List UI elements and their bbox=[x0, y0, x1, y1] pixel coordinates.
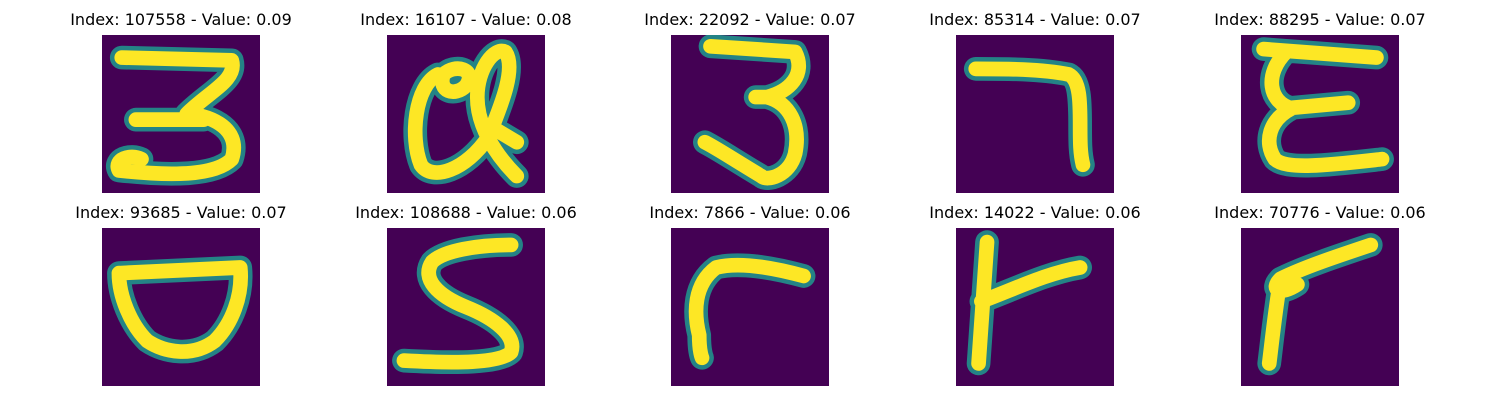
panel-title: Index: 107558 - Value: 0.09 bbox=[70, 10, 292, 29]
panel-title: Index: 70776 - Value: 0.06 bbox=[1214, 203, 1426, 222]
panel-title: Index: 14022 - Value: 0.06 bbox=[929, 203, 1141, 222]
panel: Index: 108688 - Value: 0.06 bbox=[336, 203, 596, 393]
panel-title: Index: 88295 - Value: 0.07 bbox=[1214, 10, 1426, 29]
digit-image bbox=[102, 35, 260, 193]
panel-title: Index: 108688 - Value: 0.06 bbox=[355, 203, 577, 222]
panel-title: Index: 93685 - Value: 0.07 bbox=[75, 203, 287, 222]
panel: Index: 85314 - Value: 0.07 bbox=[905, 10, 1165, 200]
panel-title: Index: 22092 - Value: 0.07 bbox=[644, 10, 856, 29]
digit-image bbox=[671, 35, 829, 193]
panel-title: Index: 16107 - Value: 0.08 bbox=[360, 10, 572, 29]
panel-title: Index: 85314 - Value: 0.07 bbox=[929, 10, 1141, 29]
panel: Index: 93685 - Value: 0.07 bbox=[51, 203, 311, 393]
digit-image bbox=[102, 228, 260, 386]
digit-image bbox=[956, 35, 1114, 193]
panel: Index: 7866 - Value: 0.06 bbox=[620, 203, 880, 393]
panel: Index: 88295 - Value: 0.07 bbox=[1190, 10, 1450, 200]
panel: Index: 107558 - Value: 0.09 bbox=[51, 10, 311, 200]
digit-image bbox=[387, 228, 545, 386]
panel-title: Index: 7866 - Value: 0.06 bbox=[649, 203, 851, 222]
panel: Index: 14022 - Value: 0.06 bbox=[905, 203, 1165, 393]
panel: Index: 16107 - Value: 0.08 bbox=[336, 10, 596, 200]
panel: Index: 70776 - Value: 0.06 bbox=[1190, 203, 1450, 393]
digit-image bbox=[1241, 35, 1399, 193]
panel: Index: 22092 - Value: 0.07 bbox=[620, 10, 880, 200]
digit-image bbox=[671, 228, 829, 386]
digit-image bbox=[387, 35, 545, 193]
digit-image bbox=[1241, 228, 1399, 386]
digit-image bbox=[956, 228, 1114, 386]
